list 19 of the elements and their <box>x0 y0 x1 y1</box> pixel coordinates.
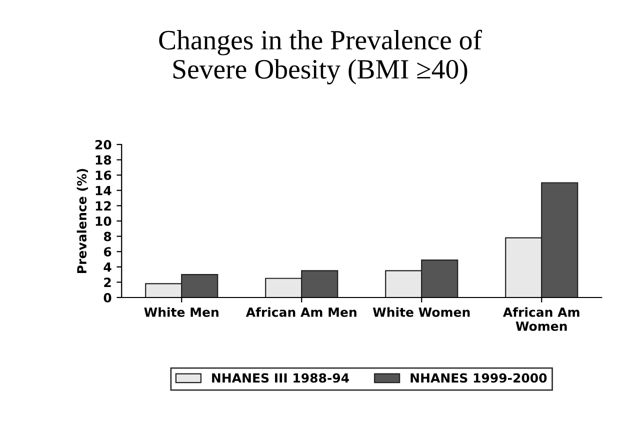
y-tick-label: 2 <box>104 278 111 287</box>
y-tick-label: 12 <box>96 201 111 210</box>
y-tick-label: 14 <box>96 186 112 196</box>
y-tick-label: 0 <box>104 292 112 302</box>
x-tick-label: African Am Men <box>246 307 356 317</box>
y-tick-label: 16 <box>96 170 112 180</box>
legend-label: NHANES 1999-2000 <box>410 373 547 383</box>
y-tick-label: 8 <box>104 232 112 242</box>
y-tick-label: 20 <box>95 140 112 150</box>
legend-label: NHANES III 1988-94 <box>212 373 349 383</box>
x-tick-label: White Women <box>372 307 470 317</box>
x-tick-label: White Men <box>144 307 218 317</box>
y-tick-label: 6 <box>104 247 112 257</box>
y-tick-label: 10 <box>96 216 112 226</box>
y-tick-label: 18 <box>96 155 112 165</box>
y-axis-title: Prevalence (%) <box>76 168 88 273</box>
chart-title: Changes in the Prevalence of Severe Obesity (BMI ≥40) <box>159 30 482 84</box>
y-tick-label: 4 <box>104 262 112 272</box>
x-tick-label: African Am Women <box>502 307 580 331</box>
